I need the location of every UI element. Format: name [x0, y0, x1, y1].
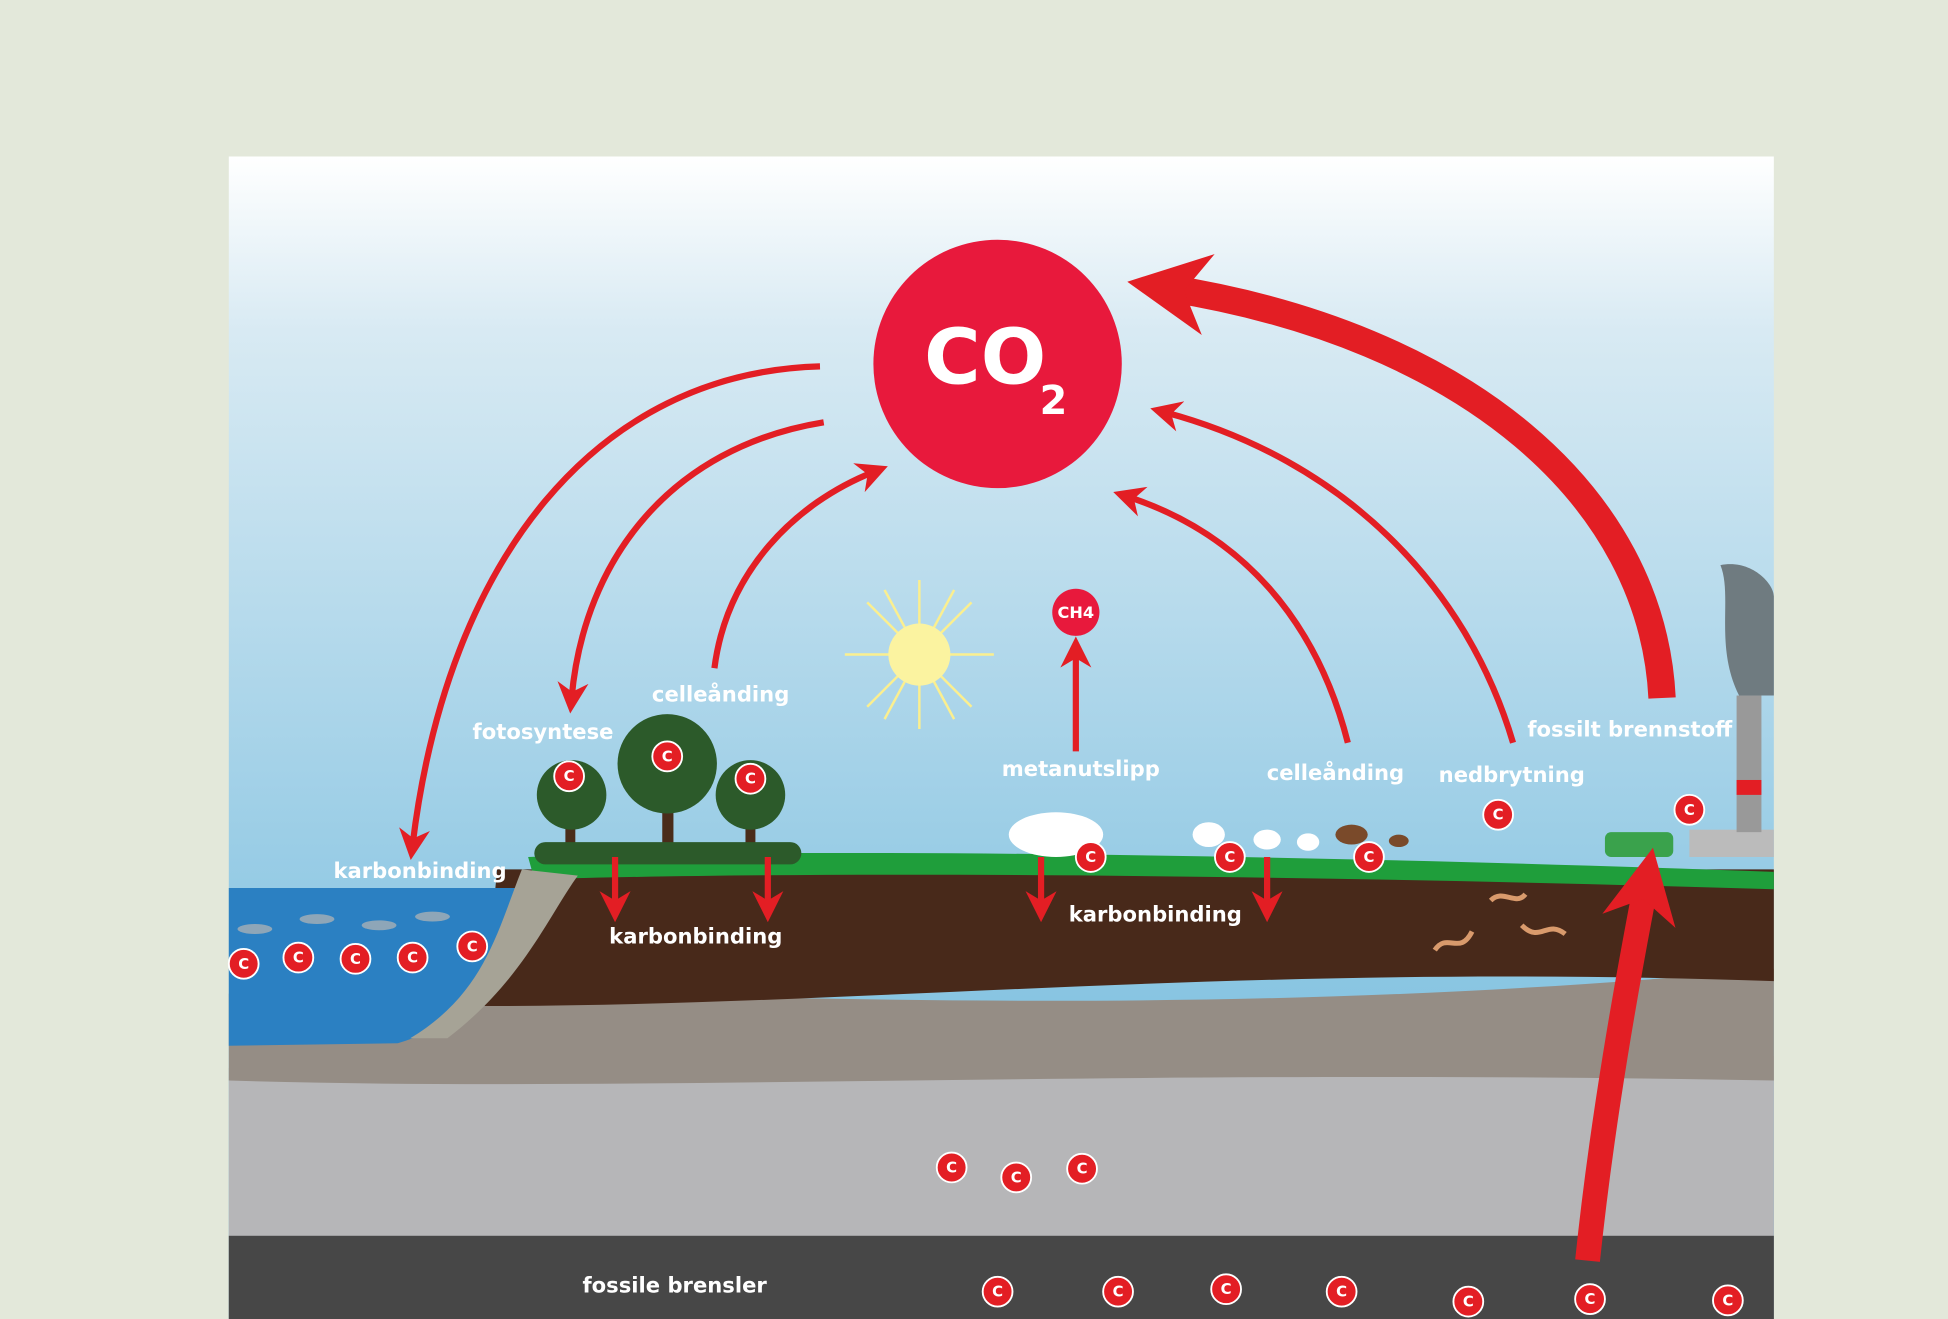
- carbon-atom-label: C: [992, 1283, 1003, 1301]
- carbon-atom-label: C: [1085, 848, 1096, 866]
- carbon-atom-label: C: [564, 767, 575, 785]
- carbon-atom: [282, 941, 315, 974]
- carbon-atom-label: C: [1493, 806, 1504, 824]
- process-label: celleånding: [652, 682, 789, 707]
- co2-formula: CO: [924, 314, 1046, 403]
- carbon-atom-label: C: [1585, 1290, 1596, 1308]
- carbon-atom: [1210, 1273, 1242, 1306]
- co2-circle: [873, 239, 1122, 489]
- ch4-circle: [1052, 588, 1100, 636]
- carbon-atom: [1673, 793, 1706, 826]
- carbon-atom: [1074, 841, 1107, 873]
- soil: [484, 869, 1774, 1007]
- carbon-atom: [935, 1151, 968, 1184]
- process-label: karbonbinding: [609, 924, 782, 949]
- process-label: karbonbinding: [333, 858, 506, 883]
- carbon-atom: [734, 762, 767, 795]
- process-label: fotosyntese: [473, 719, 614, 744]
- carbon-atom: [1353, 841, 1385, 873]
- carbon-atom: [1574, 1283, 1606, 1315]
- carbon-atom-label: C: [1363, 848, 1374, 866]
- sea: [228, 888, 522, 1046]
- carbon-atom: [1712, 1284, 1744, 1317]
- carbon-atom: [651, 740, 684, 773]
- smoke: [1720, 564, 1774, 696]
- deer: [1335, 824, 1409, 848]
- carbon-atom-label: C: [946, 1158, 957, 1176]
- carbon-atom-label: C: [1684, 801, 1695, 819]
- factory: [1689, 829, 1774, 857]
- ch4-label: CH4: [1058, 603, 1095, 622]
- carbon-atom: [1102, 1275, 1134, 1308]
- chimney-band: [1736, 779, 1762, 795]
- grass: [528, 852, 1774, 890]
- car: [1604, 832, 1674, 857]
- chimney: [1736, 695, 1762, 833]
- carbon-atom-label: C: [662, 747, 673, 765]
- shore: [410, 869, 578, 1039]
- process-label: metanutslipp: [1002, 756, 1160, 781]
- process-label: fossile brensler: [582, 1273, 767, 1298]
- process-label: karbonbinding: [1069, 901, 1242, 926]
- carbon-atom-label: C: [745, 770, 756, 788]
- carbon-atom: [1066, 1152, 1098, 1185]
- fish: [237, 911, 450, 934]
- carbon-atom-label: C: [293, 949, 304, 967]
- carbon-atom-label: C: [1463, 1293, 1474, 1311]
- process-label: celleånding: [1267, 760, 1404, 785]
- worms: [1432, 892, 1567, 952]
- sun: [888, 623, 951, 686]
- carbon-atom: [396, 941, 429, 974]
- carbon-atom: [227, 947, 260, 980]
- carbon-atom-label: C: [467, 937, 478, 955]
- carbon-atom-label: C: [1221, 1280, 1232, 1298]
- carbon-atom-label: C: [1011, 1168, 1022, 1186]
- co2-subscript: 2: [1040, 378, 1068, 424]
- carbon-atom: [1000, 1161, 1033, 1194]
- carbon-atom-label: C: [238, 955, 249, 973]
- carbon-atom-label: C: [407, 949, 418, 967]
- process-label: fossilt brennstoff: [1527, 716, 1733, 741]
- carbon-atom: [1452, 1285, 1485, 1318]
- process-label: nedbrytning: [1439, 762, 1585, 787]
- carbon-atom-label: C: [1224, 848, 1235, 866]
- carbon-atom: [981, 1275, 1014, 1308]
- carbon-atom-label: C: [1722, 1291, 1733, 1309]
- carbon-atom-label: C: [1113, 1283, 1124, 1301]
- carbon-atom: [339, 942, 372, 975]
- flow-arrows: [399, 254, 1676, 1262]
- carbon-atom: [1482, 798, 1514, 831]
- carbon-atom: [553, 760, 585, 793]
- carbon-atom: [1325, 1275, 1358, 1308]
- carbon-atom-label: C: [1077, 1160, 1088, 1178]
- carbon-atom-label: C: [350, 950, 361, 968]
- carbon-atom: [1214, 841, 1246, 873]
- carbon-atom-label: C: [1336, 1283, 1347, 1301]
- sheep: [1192, 822, 1320, 851]
- carbon-atom: [456, 930, 489, 963]
